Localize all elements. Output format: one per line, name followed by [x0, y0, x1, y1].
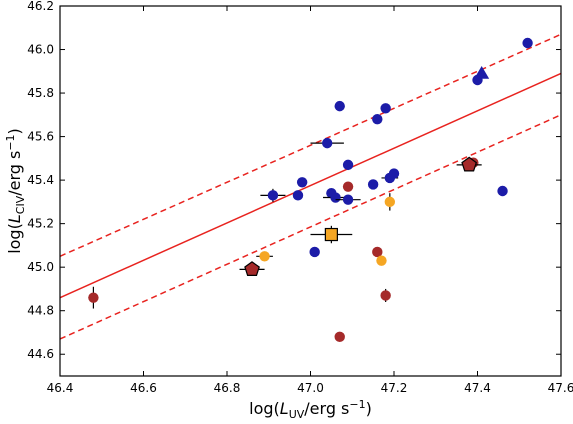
- fit-line-dashed: [60, 33, 561, 257]
- blue-circle-point: [309, 246, 320, 258]
- orange-square-point: [324, 227, 338, 242]
- fit-line-solid: [60, 72, 561, 299]
- dark_red-circle-point: [372, 246, 383, 258]
- x-tick-label: 47.4: [464, 381, 491, 395]
- y-tick-label: 45.2: [27, 217, 54, 231]
- blue-circle-point: [334, 100, 345, 112]
- blue-circle-point: [342, 159, 354, 171]
- dark_red-circle-point: [342, 181, 354, 192]
- y-tick-label: 45.4: [27, 173, 54, 187]
- blue-circle-point: [367, 179, 379, 190]
- dark_red-pentagon-point: [461, 156, 478, 172]
- dark_red-pentagon-point: [244, 261, 260, 276]
- blue-circle-point: [322, 137, 333, 149]
- orange-circle-point: [384, 196, 396, 208]
- blue-circle-point: [372, 113, 383, 125]
- blue-circle-point: [330, 192, 341, 203]
- x-tick-label: 46.4: [47, 381, 74, 395]
- dark_red-circle-point: [88, 292, 99, 303]
- blue-circle-point: [522, 37, 533, 49]
- y-tick-label: 44.6: [27, 347, 54, 361]
- fit-lines: [60, 33, 561, 340]
- plot-frame: [59, 5, 562, 377]
- y-tick-label: 45.0: [27, 260, 54, 274]
- x-tick-label: 46.8: [214, 381, 241, 395]
- orange-circle-point: [376, 255, 387, 266]
- dark_red-circle-point: [380, 290, 391, 301]
- x-tick-label: 46.6: [130, 381, 157, 395]
- blue-circle-point: [292, 190, 304, 201]
- x-tick-label: 47.0: [297, 381, 324, 395]
- y-tick-label: 45.8: [27, 86, 54, 100]
- axis-ticks: 46.4 46.6 46.8 47.0 47.2 47.4 47.6 44.6 44.8 45.0…: [27, 0, 573, 395]
- x-axis-title: log(LUV/erg s−1): [249, 398, 372, 421]
- y-tick-label: 44.8: [27, 304, 54, 318]
- x-tick-label: 47.2: [381, 381, 408, 395]
- blue-triangle-point: [474, 65, 490, 79]
- blue-circle-point: [267, 190, 279, 201]
- data-points: [88, 37, 533, 343]
- y-tick-label: 46.2: [27, 0, 54, 13]
- blue-circle-point: [388, 168, 400, 179]
- blue-circle-point: [296, 177, 308, 188]
- blue-circle-point: [497, 185, 508, 197]
- dark_red-circle-point: [334, 331, 345, 343]
- blue-circle-point: [342, 194, 354, 205]
- x-tick-label: 47.6: [548, 381, 573, 395]
- y-axis-title: log(LCIV/erg s−1): [4, 128, 27, 254]
- fit-line-dashed: [60, 114, 561, 340]
- orange-circle-point: [259, 251, 270, 262]
- blue-circle-point: [380, 103, 391, 114]
- y-tick-label: 45.6: [27, 130, 54, 144]
- y-tick-label: 46.0: [27, 43, 54, 57]
